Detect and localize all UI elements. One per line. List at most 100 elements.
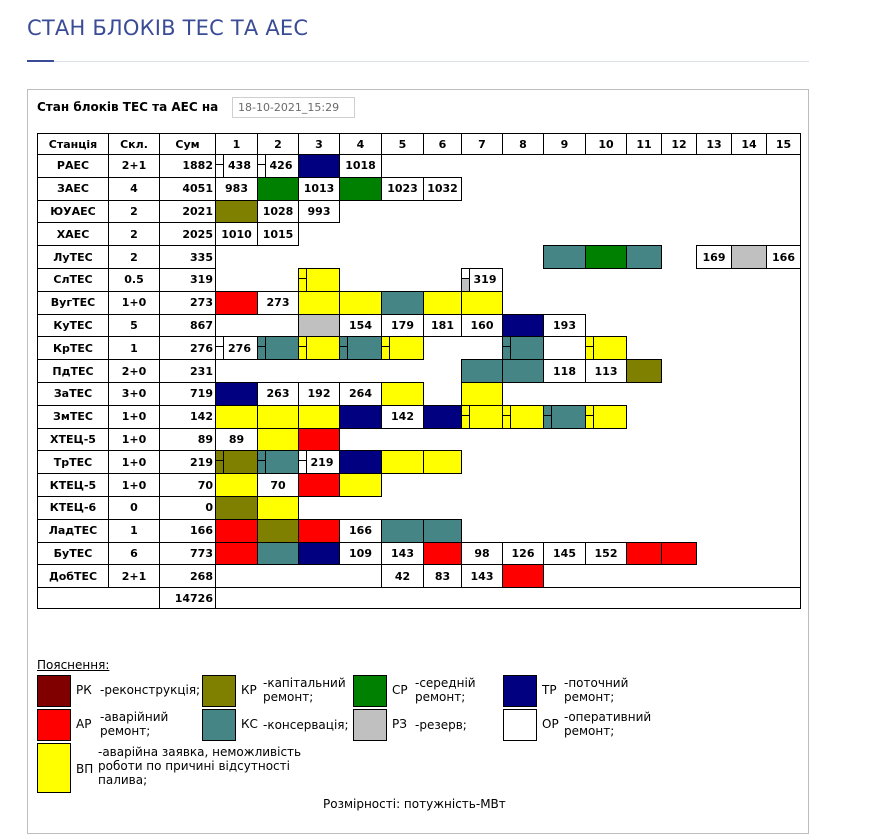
station-composition: 6	[108, 541, 160, 566]
station-composition: 2+0	[108, 359, 160, 383]
legend-code: КС	[241, 717, 258, 731]
unit-cell: 42	[381, 564, 424, 589]
legend-code: АР	[76, 717, 92, 731]
unit-power: 1028	[262, 204, 294, 218]
legend-code: КР	[241, 683, 257, 697]
unit-power: 426	[269, 159, 293, 173]
legend-description: -аварійний ремонт;	[100, 710, 169, 738]
legend-description: -оперативний ремонт;	[564, 710, 652, 738]
station-composition: 1+0	[108, 290, 160, 315]
unit-cell	[461, 290, 503, 315]
station-sum: 70	[159, 473, 216, 497]
station-sum: 219	[159, 450, 216, 475]
legend-swatch	[202, 709, 236, 741]
unit-cell	[381, 518, 424, 543]
column-header: 13	[696, 133, 732, 155]
unit-cell: 166	[766, 245, 801, 269]
column-header: 11	[626, 133, 662, 155]
unit-power: 1015	[262, 227, 294, 241]
station-name: ПдТЕС	[37, 359, 109, 383]
unit-cell	[423, 290, 462, 315]
station-sum: 231	[159, 359, 216, 383]
unit-power: 438	[228, 159, 251, 173]
total-fill-cell	[215, 587, 801, 610]
station-sum: 2021	[159, 199, 216, 224]
unit-cell: 1023	[381, 176, 424, 201]
unit-power: 264	[349, 387, 372, 401]
unit-cell: 319	[461, 268, 503, 292]
unit-cell	[339, 336, 382, 361]
station-name: ЗаТЕС	[37, 382, 109, 406]
station-name: ЮУАЕС	[37, 199, 109, 224]
unit-cell: 264	[339, 382, 382, 406]
unit-cell: 118	[543, 359, 586, 383]
unit-cell	[423, 541, 462, 566]
station-sum: 773	[159, 541, 216, 566]
unit-power: 166	[349, 524, 372, 538]
unit-cell	[339, 450, 382, 475]
station-name: СлТЕС	[37, 268, 109, 292]
station-sum: 867	[159, 313, 216, 338]
station-sum: 276	[159, 336, 216, 361]
column-header: 14	[731, 133, 767, 155]
unit-cell: 169	[696, 245, 732, 269]
station-composition: 1+0	[108, 450, 160, 475]
station-composition: 2+1	[108, 564, 160, 589]
legend-swatch	[503, 709, 537, 741]
unit-cell	[215, 518, 258, 543]
date-label: Стан блоків ТЕС та АЕС на	[37, 100, 219, 114]
unit-cell: 438	[215, 154, 258, 178]
unit-cell	[257, 336, 299, 361]
unit-cell	[585, 336, 627, 361]
legend-description: -середній ремонт;	[415, 676, 476, 704]
unit-cell: 1028	[257, 199, 299, 224]
station-composition: 0.5	[108, 268, 160, 292]
unit-cell: 152	[585, 541, 627, 566]
sub-state-marker	[215, 346, 224, 361]
unit-cell	[461, 404, 503, 429]
station-name: ТрТЕС	[37, 450, 109, 475]
date-input[interactable]	[232, 97, 355, 118]
station-sum: 166	[159, 518, 216, 543]
title-accent-line	[27, 60, 54, 62]
page-title: СТАН БЛОКІВ ТЕС ТА АЕС	[27, 16, 309, 40]
unit-cell	[215, 290, 258, 315]
station-composition: 5	[108, 313, 160, 338]
unit-cell	[381, 382, 424, 406]
unit-power: 179	[391, 318, 414, 332]
legend-swatch	[503, 675, 537, 707]
unit-cell	[298, 541, 340, 566]
legend-description: -реконструкція;	[100, 683, 201, 697]
unit-cell	[543, 245, 586, 269]
unit-cell: 263	[257, 382, 299, 406]
station-sum: 0	[159, 496, 216, 520]
station-composition: 2+1	[108, 154, 160, 178]
unit-cell	[585, 404, 627, 429]
unit-cell: 83	[423, 564, 462, 589]
unit-cell: 219	[298, 450, 340, 475]
unit-cell	[298, 313, 340, 338]
unit-cell	[215, 473, 258, 497]
unit-cell: 109	[339, 541, 382, 566]
unit-cell	[298, 336, 340, 361]
unit-cell	[298, 154, 340, 178]
station-name: КТЕЦ-6	[37, 496, 109, 520]
unit-cell: 993	[298, 199, 340, 224]
unit-cell	[257, 176, 299, 201]
unit-cell	[626, 245, 662, 269]
station-sum: 89	[159, 427, 216, 452]
unit-cell: 160	[461, 313, 503, 338]
title-divider	[54, 61, 809, 62]
station-name: ЛуТЕС	[37, 245, 109, 269]
unit-cell	[626, 541, 662, 566]
unit-cell	[423, 518, 462, 543]
column-header: 8	[502, 133, 544, 155]
unit-cell	[381, 450, 424, 475]
sub-state-marker	[298, 346, 307, 361]
station-composition: 1+0	[108, 404, 160, 429]
legend-description: -консервація;	[263, 718, 349, 732]
station-sum: 268	[159, 564, 216, 589]
unit-power: 154	[349, 318, 372, 332]
unit-power: 70	[270, 478, 286, 492]
station-sum: 1882	[159, 154, 216, 178]
